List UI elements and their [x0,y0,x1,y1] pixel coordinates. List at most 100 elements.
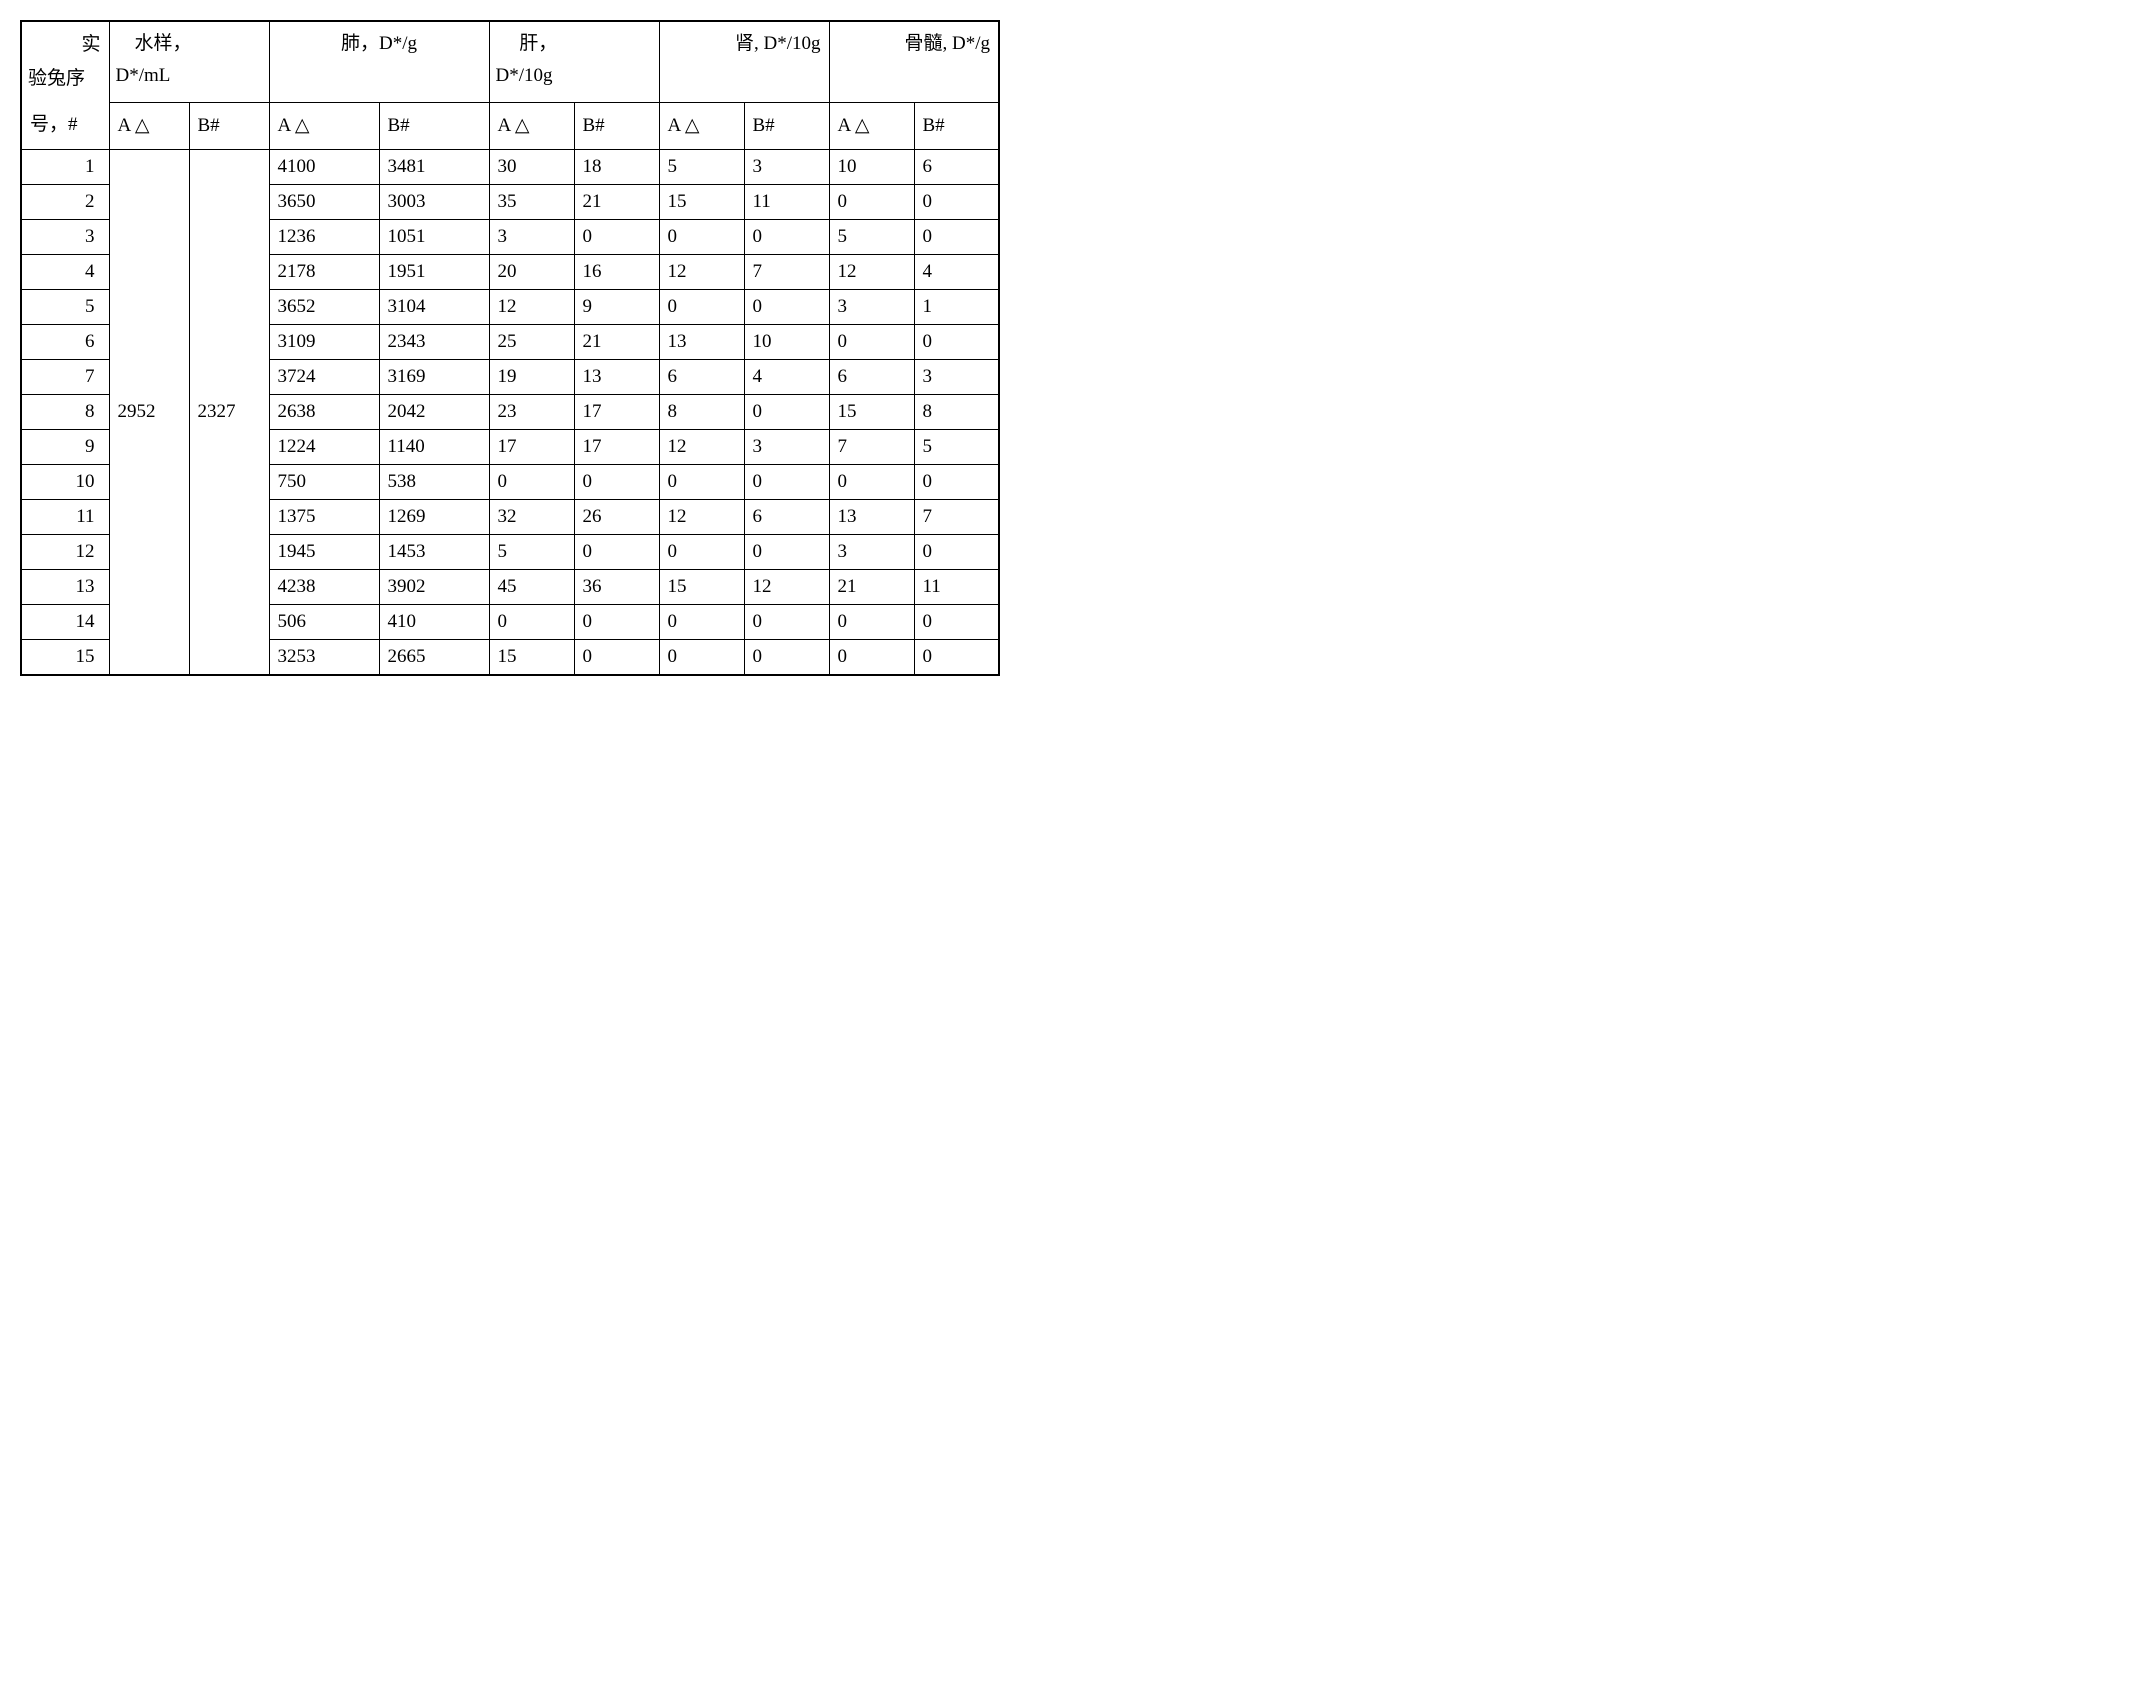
cell-bone-a: 0 [829,464,914,499]
cell-kidney-a: 0 [659,219,744,254]
cell-bone-a: 13 [829,499,914,534]
cell-lung-a: 750 [269,464,379,499]
cell-liver-a: 0 [489,604,574,639]
sub-lung-b: B# [379,102,489,149]
cell-liver-b: 0 [574,639,659,675]
cell-kidney-b: 0 [744,534,829,569]
cell-bone-a: 7 [829,429,914,464]
cell-liver-a: 17 [489,429,574,464]
row-header-text-3: 号，# [30,114,78,135]
row-header-text-2: 验兔序 [28,62,85,96]
sub-water-b: B# [189,102,269,149]
cell-kidney-b: 0 [744,639,829,675]
group-header-water: 水样， D*/mL [109,21,269,102]
kidney-label: 肾, D*/10g [735,33,821,54]
cell-lung-a: 4238 [269,569,379,604]
cell-liver-a: 25 [489,324,574,359]
cell-liver-b: 16 [574,254,659,289]
row-number: 12 [21,534,109,569]
cell-liver-a: 3 [489,219,574,254]
cell-bone-a: 5 [829,219,914,254]
cell-kidney-a: 13 [659,324,744,359]
group-header-bone: 骨髓, D*/g [829,21,999,102]
cell-liver-b: 0 [574,604,659,639]
sub-water-a: A △ [109,102,189,149]
cell-lung-a: 3650 [269,184,379,219]
row-header-top: 实 验兔序 [21,21,109,102]
cell-kidney-a: 5 [659,149,744,184]
group-header-liver: 肝， D*/10g [489,21,659,102]
liver-sublabel: D*/10g [496,65,553,86]
cell-liver-b: 0 [574,219,659,254]
cell-lung-b: 2665 [379,639,489,675]
cell-lung-a: 3652 [269,289,379,324]
cell-bone-a: 15 [829,394,914,429]
water-sublabel: D*/mL [116,65,171,86]
cell-bone-b: 4 [914,254,999,289]
cell-kidney-a: 15 [659,184,744,219]
cell-bone-a: 6 [829,359,914,394]
cell-lung-b: 3169 [379,359,489,394]
row-number: 2 [21,184,109,219]
sub-liver-b: B# [574,102,659,149]
cell-bone-b: 8 [914,394,999,429]
cell-lung-b: 3481 [379,149,489,184]
cell-kidney-b: 3 [744,149,829,184]
bone-label: 骨髓, D*/g [904,33,990,54]
cell-kidney-a: 6 [659,359,744,394]
cell-bone-b: 0 [914,324,999,359]
cell-kidney-a: 0 [659,639,744,675]
row-number: 13 [21,569,109,604]
row-number: 6 [21,324,109,359]
cell-liver-a: 20 [489,254,574,289]
row-number: 10 [21,464,109,499]
cell-kidney-a: 15 [659,569,744,604]
cell-lung-b: 1140 [379,429,489,464]
cell-bone-a: 0 [829,639,914,675]
cell-lung-b: 2343 [379,324,489,359]
row-number: 4 [21,254,109,289]
cell-lung-b: 3104 [379,289,489,324]
cell-liver-b: 36 [574,569,659,604]
cell-bone-a: 3 [829,289,914,324]
cell-bone-a: 10 [829,149,914,184]
sub-bone-a: A △ [829,102,914,149]
cell-liver-b: 17 [574,429,659,464]
cell-bone-b: 6 [914,149,999,184]
cell-kidney-a: 0 [659,604,744,639]
cell-kidney-b: 0 [744,289,829,324]
cell-lung-a: 506 [269,604,379,639]
cell-lung-b: 2042 [379,394,489,429]
cell-kidney-a: 0 [659,289,744,324]
cell-liver-b: 0 [574,464,659,499]
sub-kidney-a: A △ [659,102,744,149]
cell-liver-a: 23 [489,394,574,429]
cell-lung-b: 538 [379,464,489,499]
row-number: 5 [21,289,109,324]
sub-liver-a: A △ [489,102,574,149]
cell-kidney-b: 0 [744,394,829,429]
water-label: 水样， [135,33,192,54]
cell-liver-b: 0 [574,534,659,569]
cell-liver-b: 13 [574,359,659,394]
cell-lung-b: 410 [379,604,489,639]
row-number: 3 [21,219,109,254]
liver-label: 肝， [519,33,557,54]
cell-bone-a: 21 [829,569,914,604]
table-header: 实 验兔序 水样， D*/mL 肺，D*/g 肝， D*/10g 肾, D*/1… [21,21,999,149]
cell-bone-b: 0 [914,219,999,254]
sub-lung-a: A △ [269,102,379,149]
cell-kidney-b: 0 [744,464,829,499]
cell-lung-b: 1051 [379,219,489,254]
cell-kidney-a: 12 [659,429,744,464]
cell-lung-a: 3724 [269,359,379,394]
cell-liver-b: 21 [574,184,659,219]
cell-kidney-a: 8 [659,394,744,429]
cell-lung-a: 2638 [269,394,379,429]
row-header-bottom: 号，# [21,102,109,149]
group-header-kidney: 肾, D*/10g [659,21,829,102]
water-a-merged: 2952 [109,149,189,675]
cell-bone-b: 5 [914,429,999,464]
cell-kidney-a: 0 [659,464,744,499]
cell-kidney-a: 12 [659,499,744,534]
